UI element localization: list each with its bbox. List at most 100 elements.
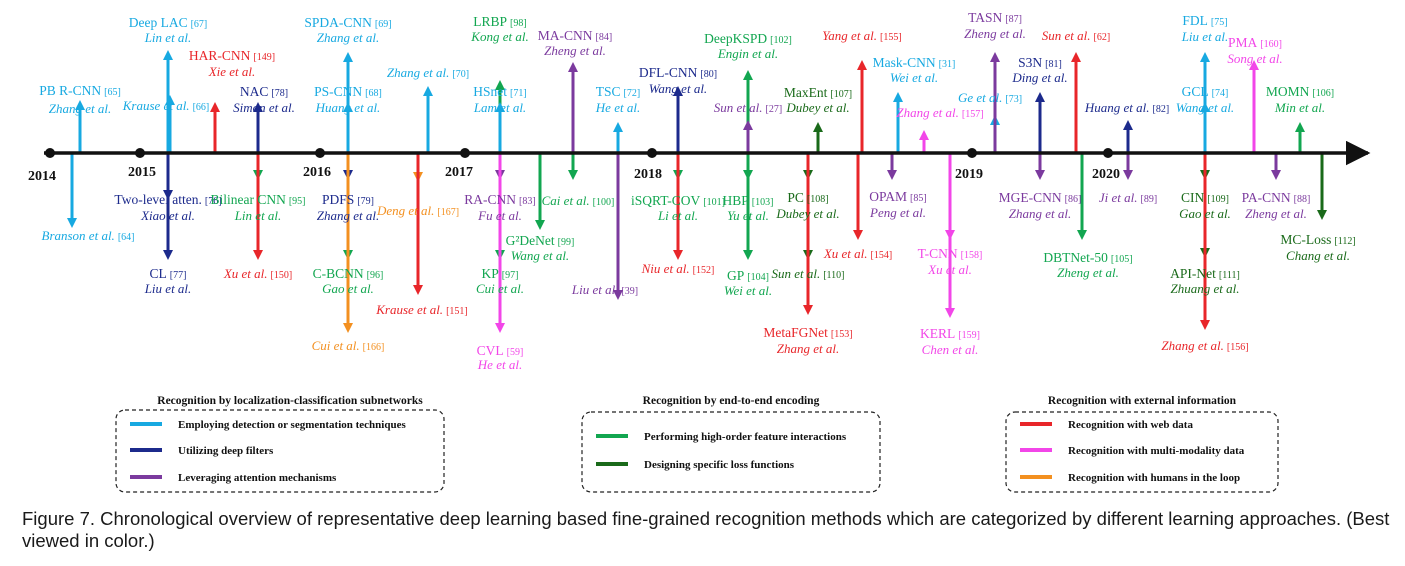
method-s3n: S3N [81]Ding et al. — [1011, 55, 1067, 85]
method-niu152: Niu et al. [152] — [641, 261, 715, 276]
method-author: Zheng et al. — [1245, 206, 1307, 221]
legend-item-label: Recognition with web data — [1068, 419, 1193, 431]
method-name: MA-CNN [84] — [538, 28, 612, 43]
method-gp: GP [104]Wei et al. — [724, 268, 772, 298]
legend-group-title: Recognition with external information — [1048, 395, 1237, 407]
ji89-arrow — [1123, 153, 1133, 180]
maskcnn-arrow — [893, 92, 903, 153]
method-twolevel: Two-level atten. [76]Xiao et al. — [114, 192, 221, 223]
legend: Recognition by localization-classificati… — [115, 395, 1279, 493]
method-author: Xu et al. — [927, 262, 972, 277]
method-name: S3N [81] — [1018, 55, 1062, 70]
method-author: Xiao et al. — [140, 208, 195, 223]
method-name: HBP [103] — [723, 193, 774, 208]
method-author: Gao et al. — [1179, 206, 1231, 221]
method-name: PA-CNN [88] — [1242, 190, 1311, 205]
method-name: G²DeNet [99] — [506, 233, 575, 248]
method-mcloss: MC-Loss [112]Chang et al. — [1280, 232, 1355, 263]
method-name: NAC [78] — [240, 84, 288, 99]
method-kerl: KERL [159]Chen et al. — [920, 326, 980, 357]
method-name: TSC [72] — [596, 84, 640, 99]
method-cai100: Cai et al. [100] — [542, 193, 615, 208]
method-author: Xu et al. [150] — [223, 266, 292, 281]
method-krause66: Krause et al. [66] — [122, 98, 209, 113]
legend-group-3: Recognition with external information Rec… — [1005, 395, 1279, 493]
method-cin: CIN [109]Gao et al. — [1179, 190, 1231, 221]
method-ji89: Ji et al. [89] — [1099, 190, 1157, 205]
zhang70-arrow — [423, 86, 433, 153]
method-name: MaxEnt [107] — [784, 85, 852, 100]
method-author: Ji et al. [89] — [1099, 190, 1157, 205]
method-pc: PC [108]Dubey et al. — [775, 190, 839, 221]
kerl-arrow — [945, 153, 955, 318]
legend-box — [581, 411, 881, 493]
sun62-arrow — [1071, 52, 1081, 153]
method-name: API-Net [111] — [1170, 266, 1240, 281]
method-author: He et al. — [595, 100, 640, 115]
zhang157-arrow — [919, 130, 929, 153]
method-author: Liu et al. — [144, 281, 192, 296]
method-author: Krause et al. [151] — [375, 302, 467, 317]
legend-item-label: Recognition with humans in the loop — [1068, 472, 1240, 484]
legend-box — [115, 409, 445, 493]
maxent-arrow — [813, 122, 823, 153]
method-name: PMA [160] — [1228, 35, 1282, 50]
method-xu150: Xu et al. [150] — [223, 266, 292, 281]
method-maskcnn: Mask-CNN [31]Wei et al. — [873, 55, 956, 85]
year-label-2019: 2019 — [955, 167, 983, 182]
huang82-arrow — [1123, 120, 1133, 153]
method-author: Zhang et al. — [317, 208, 379, 223]
method-author: Cui et al. [166] — [312, 338, 385, 353]
hsnet-arrow — [495, 102, 505, 153]
method-name: Deep LAC [67] — [129, 15, 208, 30]
mcloss-arrow — [1317, 153, 1327, 220]
method-author: He et al. — [477, 357, 522, 372]
opam-arrow — [887, 153, 897, 180]
macnn-arrow — [568, 62, 578, 153]
method-author: Dubey et al. — [775, 206, 839, 221]
method-name: T-CNN [158] — [918, 246, 983, 261]
method-author: Chang et al. — [1286, 248, 1350, 263]
method-cl: CL [77]Liu et al. — [144, 266, 192, 296]
sun27-arrow — [743, 120, 753, 153]
method-author: Zhang et al. — [777, 341, 839, 356]
gcl-arrow — [1200, 102, 1210, 153]
method-name: HAR-CNN [149] — [189, 48, 275, 63]
legend-group-2: Recognition by end-to-end encoding Perfor… — [581, 395, 881, 493]
legend-item-label: Leveraging attention mechanisms — [178, 472, 337, 484]
method-deepkspd: DeepKSPD [102]Engin et al. — [704, 31, 792, 61]
method-author: Simon et al. — [233, 100, 295, 115]
labels-layer: PB R-CNN [65] Zhang et al. Branson et al. [6… — [39, 10, 1355, 372]
arrows-layer — [67, 50, 1327, 333]
timeline-figure: 2014 2015 2016 2017 2018 2019 2020 PB R-CNN [65… — [28, 10, 1371, 493]
legend-item-label: Designing specific loss functions — [644, 459, 795, 471]
legend-item-label: Recognition with multi-modality data — [1068, 445, 1245, 457]
method-name: DeepKSPD [102] — [704, 31, 792, 46]
yang155-arrow — [857, 60, 867, 153]
method-author: Wei et al. — [890, 70, 938, 85]
method-name: Bilinear CNN [95] — [210, 192, 305, 207]
year-dot-2020 — [1103, 148, 1113, 158]
method-bilinear: Bilinear CNN [95]Lin et al. — [210, 192, 305, 223]
method-isqrt: iSQRT-COV [101]Li et al. — [631, 193, 725, 223]
method-sun62: Sun et al. [62] — [1042, 28, 1110, 43]
legend-group-1: Recognition by localization-classificati… — [115, 395, 445, 493]
tsc-arrow — [613, 122, 623, 153]
method-name: CL [77] — [150, 266, 187, 281]
method-author: Cai et al. [100] — [542, 193, 615, 208]
method-huang82: Huang et al. [82] — [1084, 100, 1169, 115]
year-label-2017: 2017 — [445, 165, 473, 180]
method-krause151: Krause et al. [151] — [375, 302, 467, 317]
method-maxent: MaxEnt [107]Dubey et al. — [784, 85, 852, 115]
method-author: Wang et al. — [511, 248, 569, 263]
method-author: Engin et al. — [717, 46, 778, 61]
branson-arrow — [67, 153, 77, 228]
method-author: Zhang et al. [70] — [387, 65, 469, 80]
year-dot-2016 — [315, 148, 325, 158]
method-harcnn: HAR-CNN [149]Xie et al. — [189, 48, 275, 79]
method-author: Sun et al. [110] — [771, 266, 844, 281]
zhang156-arrow — [1200, 153, 1210, 330]
method-author: Dubey et al. — [785, 100, 849, 115]
method-name: RA-CNN [83] — [464, 192, 535, 207]
method-author: Liu et al. [39] — [571, 282, 638, 297]
